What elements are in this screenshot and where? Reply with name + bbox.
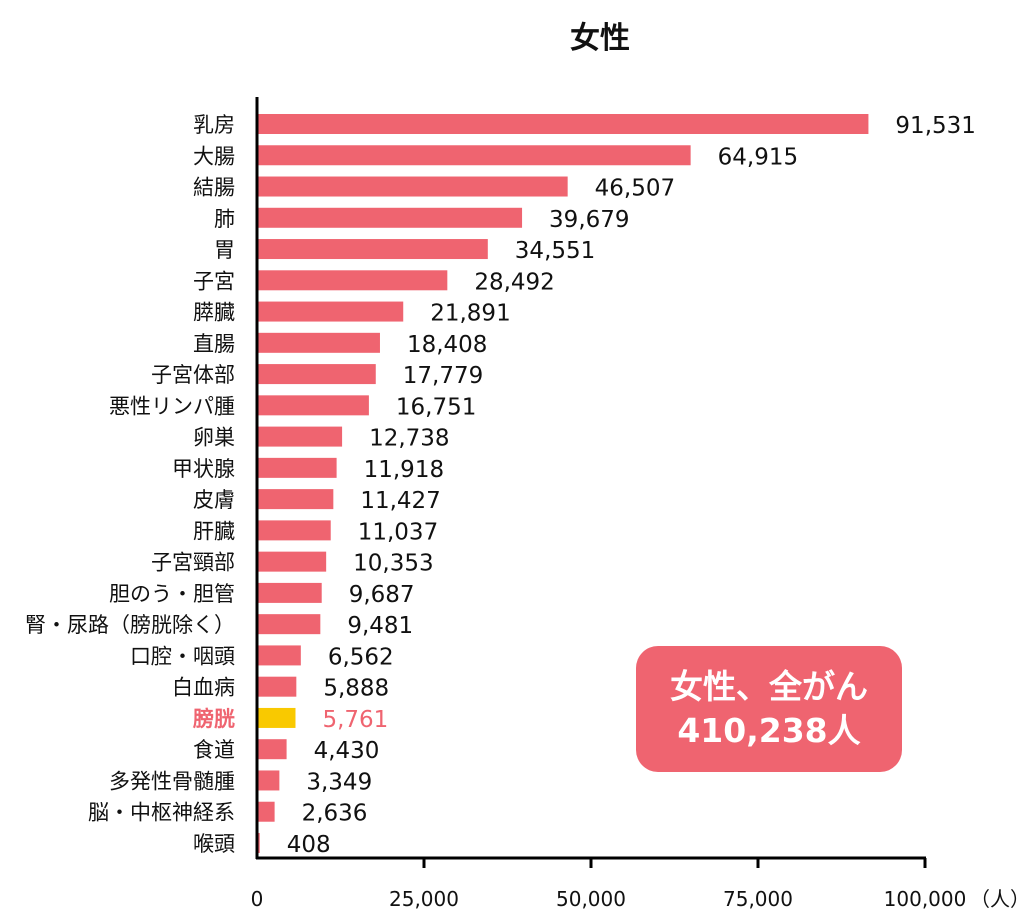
category-label: 子宮	[193, 269, 235, 293]
category-label: 膀胱	[192, 707, 235, 731]
value-label: 18,408	[407, 332, 487, 358]
x-tick-label: 25,000	[389, 887, 459, 911]
bar-7	[257, 332, 380, 353]
value-label: 17,779	[403, 363, 483, 389]
bar-6	[257, 301, 404, 322]
category-label: 甲状腺	[172, 457, 235, 481]
summary-line1: 女性、全がん	[670, 667, 868, 706]
value-label: 21,891	[430, 301, 510, 327]
value-label: 3,349	[306, 769, 372, 795]
summary-line2: 410,238人	[677, 711, 861, 750]
category-label: 皮膚	[193, 488, 235, 512]
value-label: 11,918	[364, 457, 444, 483]
category-label: 食道	[193, 738, 235, 762]
category-label: 胆のう・胆管	[109, 582, 235, 606]
category-label: 膵臓	[193, 301, 235, 325]
value-label: 5,761	[322, 707, 388, 733]
value-label: 11,427	[360, 488, 440, 514]
total-summary-badge: 女性、全がん 410,238人	[636, 646, 902, 772]
bar-17	[257, 645, 301, 666]
bar-11	[257, 457, 337, 478]
value-label: 408	[287, 832, 331, 858]
category-label: 子宮体部	[151, 363, 235, 387]
category-label: 喉頭	[193, 832, 235, 856]
value-label: 16,751	[396, 394, 476, 420]
x-tick-label: 75,000	[723, 887, 793, 911]
value-label: 28,492	[474, 269, 554, 295]
category-label: 悪性リンパ腫	[109, 394, 235, 418]
bar-5	[257, 270, 448, 291]
category-label: 子宮頸部	[151, 551, 235, 575]
bar-14	[257, 551, 327, 572]
bar-16	[257, 614, 321, 635]
category-label: 多発性骨髄腫	[109, 769, 235, 793]
category-label: 卵巣	[193, 426, 235, 450]
value-label: 34,551	[515, 238, 595, 264]
value-label: 39,679	[549, 207, 629, 233]
category-label: 乳房	[193, 113, 235, 137]
bar-2	[257, 176, 568, 197]
category-label: 白血病	[172, 676, 235, 700]
value-label: 12,738	[369, 426, 449, 452]
value-label: 10,353	[353, 551, 433, 577]
category-label: 腎・尿路（膀胱除く）	[25, 613, 235, 637]
value-label: 46,507	[595, 176, 675, 202]
value-label: 9,687	[349, 582, 415, 608]
value-label: 91,531	[895, 113, 975, 139]
bar-4	[257, 239, 488, 260]
bar-0	[257, 114, 869, 134]
x-tick-label: 100,000	[884, 887, 967, 911]
value-label: 2,636	[302, 801, 368, 827]
category-label: 結腸	[193, 176, 235, 200]
value-label: 4,430	[314, 738, 380, 764]
bar-8	[257, 364, 376, 385]
bar-21	[257, 770, 280, 791]
chart-title: 女性	[570, 21, 630, 56]
bar-12	[257, 489, 334, 510]
x-tick-label: 50,000	[556, 887, 626, 911]
category-label: 脳・中枢神経系	[88, 801, 235, 825]
bar-10	[257, 426, 343, 447]
bar-3	[257, 207, 523, 228]
value-label: 11,037	[358, 519, 438, 545]
bar-19	[257, 707, 296, 728]
bar-1	[257, 145, 691, 166]
category-label: 肺	[214, 207, 235, 231]
value-label: 64,915	[718, 144, 798, 170]
bar-18	[257, 676, 297, 697]
category-label: 口腔・咽頭	[130, 644, 235, 668]
x-axis-unit: （人）	[970, 887, 1024, 911]
x-tick-label: 0	[251, 887, 264, 911]
value-label: 5,888	[323, 676, 389, 702]
bar-22	[257, 801, 275, 822]
category-label: 胃	[214, 238, 235, 262]
value-label: 9,481	[347, 613, 413, 639]
bar-20	[257, 739, 287, 760]
bar-9	[257, 395, 369, 416]
category-label: 大腸	[193, 144, 235, 168]
category-label: 直腸	[193, 332, 235, 356]
bar-13	[257, 520, 331, 541]
value-label: 6,562	[328, 644, 394, 670]
bar-15	[257, 582, 322, 603]
category-label: 肝臓	[193, 519, 235, 543]
